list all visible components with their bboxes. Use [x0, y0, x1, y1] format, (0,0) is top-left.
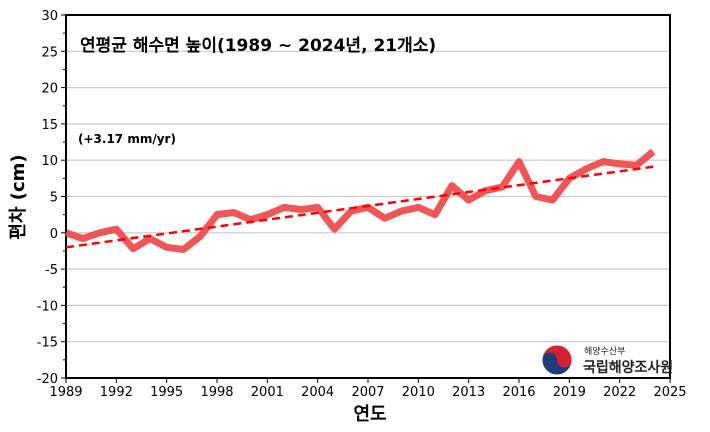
agency-logo: 해양수산부 국립해양조사원	[541, 344, 673, 376]
x-tick-label: 1995	[150, 385, 183, 400]
y-tick-label: 15	[41, 118, 58, 133]
y-tick-label: 10	[41, 154, 58, 169]
x-tick-label: 2007	[351, 385, 384, 400]
agency-name: 국립해양조사원	[583, 360, 673, 376]
trend-line	[65, 165, 654, 249]
y-tick-label: 20	[41, 82, 58, 97]
y-tick-label: 0	[50, 227, 58, 242]
y-axis-label: 편차 (cm)	[8, 154, 29, 239]
x-tick-label: 1998	[200, 385, 233, 400]
x-tick-label: 2013	[452, 385, 485, 400]
x-tick-label: 1992	[100, 385, 133, 400]
y-tick-label: -10	[37, 299, 58, 314]
y-tick-label: 25	[41, 45, 58, 60]
y-tick-label: 5	[50, 191, 58, 206]
chart-title: 연평균 해수면 높이(1989 ~ 2024년, 21개소)	[80, 36, 436, 56]
x-tick-label: 2010	[402, 385, 435, 400]
y-tick-label: 30	[41, 9, 58, 24]
mean-series-line	[64, 148, 656, 253]
x-tick-label: 2016	[502, 385, 535, 400]
x-axis-label: 연도	[353, 404, 386, 425]
ministry-name: 해양수산부	[584, 346, 625, 357]
y-tick-label: -20	[37, 372, 58, 387]
x-tick-label: 2025	[653, 385, 686, 400]
x-tick-label: 2019	[553, 385, 586, 400]
x-tick-label: 2001	[251, 385, 284, 400]
x-tick-label: 2022	[603, 385, 636, 400]
taegeuk-emblem-icon	[541, 344, 573, 376]
y-tick-label: -15	[37, 336, 58, 351]
x-tick-label: 2004	[301, 385, 334, 400]
x-tick-label: 1989	[49, 385, 82, 400]
y-tick-label: -5	[45, 263, 58, 278]
trend-annotation: (+3.17 mm/yr)	[78, 132, 176, 146]
